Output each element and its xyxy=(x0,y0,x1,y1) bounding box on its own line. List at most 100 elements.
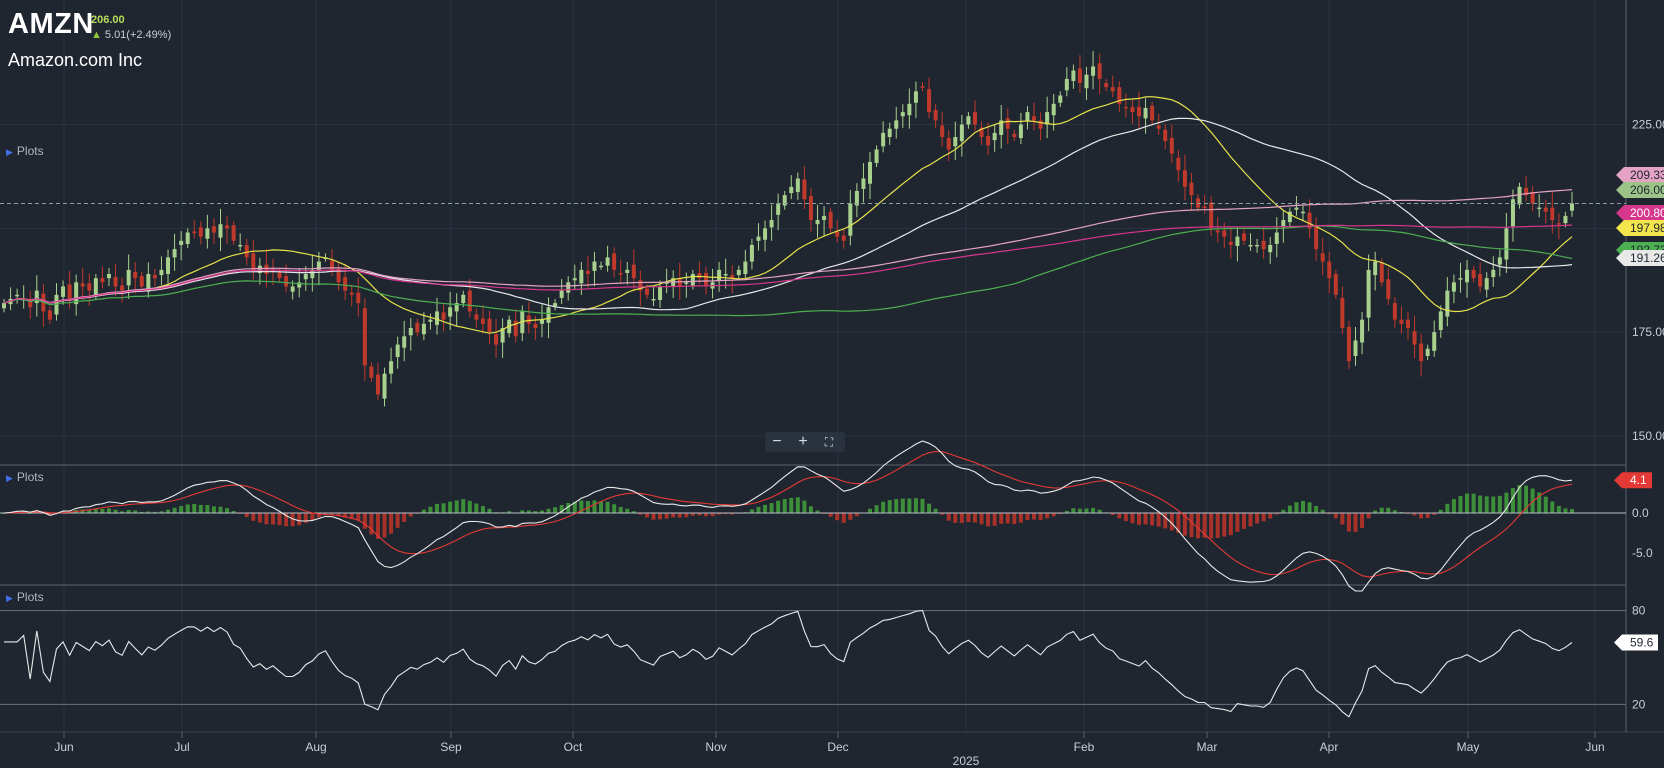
macd-histogram-bar xyxy=(192,504,197,513)
macd-histogram-bar xyxy=(697,513,702,516)
candle-body xyxy=(1143,107,1148,119)
price-change: ▲ 5.01(+2.49%) xyxy=(91,29,171,41)
macd-histogram-bar xyxy=(1504,492,1509,513)
candle-body xyxy=(408,327,413,336)
macd-histogram-bar xyxy=(763,504,768,513)
candle-body xyxy=(1556,223,1561,225)
macd-histogram-bar xyxy=(1228,513,1233,536)
rsi-plots-toggle[interactable]: ▶ Plots xyxy=(6,590,44,604)
zoom-controls: − + ⛶ xyxy=(765,432,845,452)
macd-histogram-bar xyxy=(815,510,820,513)
candle-body xyxy=(1517,186,1522,205)
macd-histogram-bar xyxy=(1084,508,1089,513)
macd-histogram-bar xyxy=(1202,513,1207,538)
sma-50-line xyxy=(3,117,1573,311)
price-badge xyxy=(1616,220,1664,236)
time-axis-year: 2025 xyxy=(953,754,980,768)
macd-histogram-bar xyxy=(270,513,275,525)
candle-body xyxy=(369,366,374,378)
zoom-in-icon[interactable]: + xyxy=(798,433,808,450)
candle-body xyxy=(1301,211,1306,214)
price-badge xyxy=(1616,182,1664,198)
candle-body xyxy=(730,275,735,279)
macd-histogram-bar xyxy=(520,510,525,513)
macd-histogram-bar xyxy=(756,506,761,513)
macd-histogram-bar xyxy=(1123,513,1128,522)
rsi-axis-tick: 20 xyxy=(1632,697,1646,711)
candle-body xyxy=(776,203,781,215)
macd-histogram-bar xyxy=(1045,513,1050,519)
macd-histogram-bar xyxy=(257,513,262,523)
macd-histogram-bar xyxy=(1268,513,1273,519)
candle-body xyxy=(218,224,223,238)
macd-axis-tick: 0.0 xyxy=(1632,506,1649,520)
macd-histogram-bar xyxy=(179,506,184,513)
macd-histogram-bar xyxy=(1327,513,1332,515)
macd-plots-toggle[interactable]: ▶ Plots xyxy=(6,470,44,484)
candle-body xyxy=(192,231,197,233)
macd-axis-tick: -5.0 xyxy=(1632,546,1653,560)
macd-histogram-bar xyxy=(854,513,859,517)
candle-body xyxy=(80,283,85,287)
macd-histogram-bar xyxy=(874,505,879,513)
candle-body xyxy=(87,283,92,291)
candle-body xyxy=(480,318,485,324)
candle-body xyxy=(1150,105,1155,121)
macd-histogram-bar xyxy=(1458,495,1463,513)
macd-histogram-bar xyxy=(1373,510,1378,513)
candle-body xyxy=(638,280,643,291)
candle-body xyxy=(1123,106,1128,109)
candle-body xyxy=(1491,269,1496,278)
candle-body xyxy=(1268,244,1273,253)
candle-body xyxy=(1333,274,1338,295)
candle-body xyxy=(139,276,144,287)
macd-histogram-bar xyxy=(1386,507,1391,513)
candle-body xyxy=(1360,319,1365,343)
macd-histogram-bar xyxy=(402,513,407,523)
candle-body xyxy=(900,112,905,117)
candle-body xyxy=(664,282,669,284)
price-plots-toggle[interactable]: ▶ Plots xyxy=(6,144,44,158)
candle-body xyxy=(513,320,518,337)
macd-histogram-bar xyxy=(684,513,689,518)
candle-body xyxy=(402,336,407,348)
macd-histogram-bar xyxy=(730,513,735,515)
candle-body xyxy=(1038,120,1043,129)
candle-body xyxy=(421,323,426,335)
macd-histogram-bar xyxy=(1032,513,1037,520)
candle-body xyxy=(927,89,932,113)
candle-body xyxy=(1091,66,1096,76)
macd-histogram-bar xyxy=(671,513,676,518)
candle-body xyxy=(756,236,761,241)
macd-histogram-bar xyxy=(408,513,413,517)
candle-body xyxy=(336,268,341,283)
macd-histogram-bar xyxy=(343,513,348,518)
candle-body xyxy=(277,271,282,279)
candle-body xyxy=(1012,133,1017,138)
candle-body xyxy=(572,278,577,281)
candle-body xyxy=(953,137,958,147)
candle-body xyxy=(474,314,479,320)
price-badge xyxy=(1616,167,1664,183)
macd-histogram-bar xyxy=(749,509,754,513)
macd-histogram-bar xyxy=(894,499,899,513)
candle-body xyxy=(389,361,394,374)
candle-body xyxy=(920,86,925,88)
candle-body xyxy=(1320,253,1325,262)
zoom-out-icon[interactable]: − xyxy=(772,433,782,450)
candle-body xyxy=(599,265,604,268)
macd-histogram-bar xyxy=(592,500,597,513)
candle-body xyxy=(972,112,977,125)
candle-body xyxy=(120,285,125,291)
macd-histogram-bar xyxy=(467,500,472,513)
macd-histogram-bar xyxy=(448,501,453,513)
macd-histogram-bar xyxy=(953,513,958,524)
fullscreen-icon[interactable]: ⛶ xyxy=(824,435,834,449)
candle-body xyxy=(868,161,873,184)
macd-histogram-bar xyxy=(47,513,52,516)
macd-histogram-bar xyxy=(828,513,833,517)
macd-histogram-bar xyxy=(631,511,636,513)
macd-histogram-bar xyxy=(1110,513,1115,515)
macd-histogram-bar xyxy=(211,506,216,513)
